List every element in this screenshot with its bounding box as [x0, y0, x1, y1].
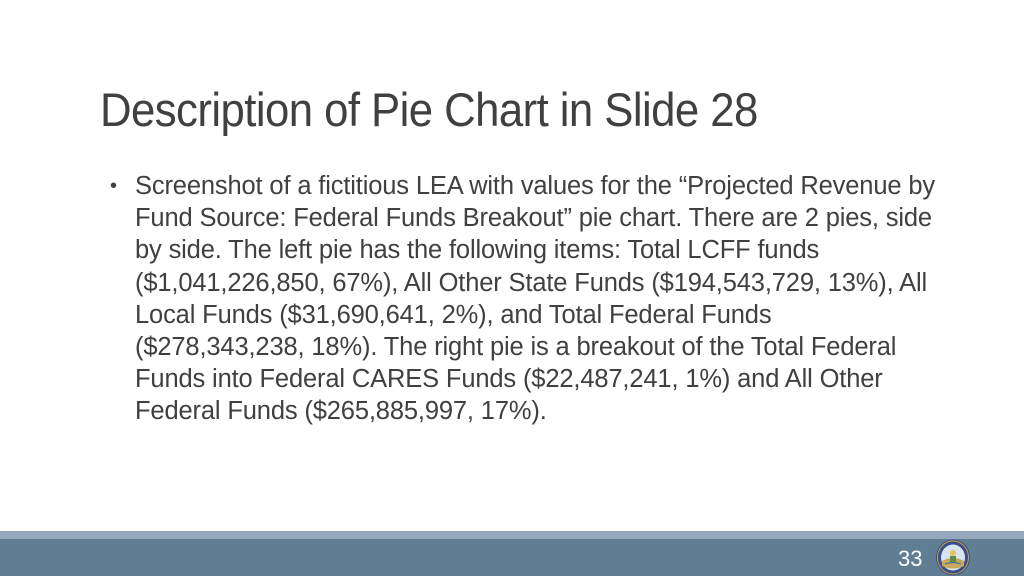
- bullet-item: • Screenshot of a fictitious LEA with va…: [110, 170, 950, 428]
- bullet-list: • Screenshot of a fictitious LEA with va…: [110, 170, 950, 428]
- state-seal-icon: [936, 539, 970, 576]
- footer-accent-band: [0, 531, 1024, 539]
- slide-title: Description of Pie Chart in Slide 28: [100, 83, 758, 136]
- footer-band: [0, 539, 1024, 576]
- page-number: 33: [898, 546, 923, 571]
- bullet-text: Screenshot of a fictitious LEA with valu…: [135, 172, 935, 426]
- bullet-dot-icon: •: [110, 175, 118, 197]
